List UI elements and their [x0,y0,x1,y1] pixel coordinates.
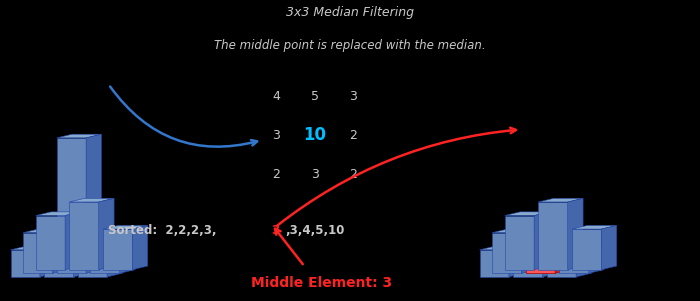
Text: ,3,4,5,10: ,3,4,5,10 [286,224,345,237]
Text: Middle Element: 3: Middle Element: 3 [251,276,393,290]
Polygon shape [99,198,114,270]
Polygon shape [57,138,86,273]
Polygon shape [90,243,135,246]
Polygon shape [10,250,40,277]
Polygon shape [555,229,570,273]
Polygon shape [65,212,80,270]
Polygon shape [78,246,122,250]
Polygon shape [559,243,604,246]
Polygon shape [492,229,537,233]
Text: 2: 2 [349,168,358,181]
Polygon shape [601,225,617,270]
Polygon shape [74,233,89,277]
Polygon shape [572,225,617,229]
Polygon shape [505,216,534,270]
Text: 3: 3 [272,129,281,142]
Text: 2: 2 [349,129,358,142]
Polygon shape [572,229,601,270]
Polygon shape [103,229,132,270]
Polygon shape [57,134,102,138]
Polygon shape [538,198,583,202]
Polygon shape [526,229,570,233]
Text: 4: 4 [272,90,281,103]
Polygon shape [78,250,107,277]
Polygon shape [542,233,558,277]
Polygon shape [522,229,537,273]
Text: 3: 3 [349,90,358,103]
Polygon shape [132,225,148,270]
Polygon shape [23,229,68,233]
Polygon shape [568,198,583,270]
Text: 5: 5 [311,90,319,103]
Polygon shape [44,236,74,277]
Polygon shape [10,246,55,250]
Polygon shape [547,250,576,277]
Polygon shape [86,134,101,273]
Polygon shape [589,243,604,273]
Polygon shape [107,246,122,277]
Polygon shape [69,198,114,202]
Polygon shape [40,246,55,277]
Polygon shape [505,212,550,216]
Polygon shape [559,246,589,273]
Text: The middle point is replaced with the median.: The middle point is replaced with the me… [214,39,486,52]
Polygon shape [492,233,522,273]
Polygon shape [120,243,135,273]
Polygon shape [103,225,148,229]
Polygon shape [526,233,555,273]
Polygon shape [480,250,509,277]
Text: 10: 10 [304,126,326,144]
Text: 3: 3 [272,224,280,237]
Text: 3: 3 [311,168,319,181]
Text: 3x3 Median Filtering: 3x3 Median Filtering [286,6,414,19]
Polygon shape [90,246,120,273]
Polygon shape [538,202,568,270]
Polygon shape [547,246,592,250]
Text: Sorted:  2,2,2,3,: Sorted: 2,2,2,3, [108,224,217,237]
Polygon shape [513,236,542,277]
Polygon shape [44,233,89,236]
Polygon shape [36,212,80,216]
Polygon shape [576,246,592,277]
Polygon shape [509,246,524,277]
Polygon shape [36,216,65,270]
Polygon shape [480,246,524,250]
Text: 2: 2 [272,168,281,181]
Polygon shape [534,212,550,270]
Polygon shape [513,233,558,236]
Polygon shape [69,202,99,270]
Polygon shape [23,233,52,273]
Polygon shape [52,229,68,273]
